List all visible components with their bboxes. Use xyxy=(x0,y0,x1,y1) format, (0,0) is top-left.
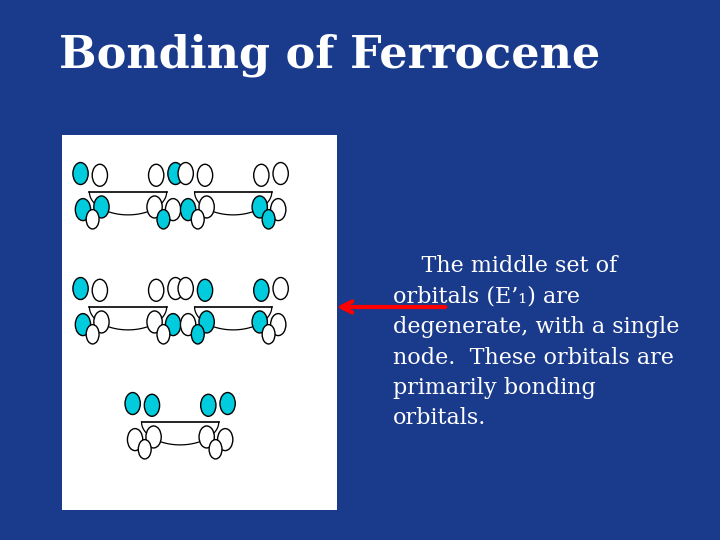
Ellipse shape xyxy=(253,279,269,301)
Ellipse shape xyxy=(199,426,215,448)
Ellipse shape xyxy=(157,325,170,344)
Ellipse shape xyxy=(94,311,109,333)
Ellipse shape xyxy=(252,196,267,218)
Ellipse shape xyxy=(178,163,194,185)
Ellipse shape xyxy=(147,311,162,333)
Ellipse shape xyxy=(92,164,107,186)
Ellipse shape xyxy=(262,210,275,229)
Ellipse shape xyxy=(178,278,194,300)
Ellipse shape xyxy=(201,394,216,416)
Ellipse shape xyxy=(192,325,204,344)
Ellipse shape xyxy=(166,314,181,335)
Ellipse shape xyxy=(271,314,286,335)
Ellipse shape xyxy=(252,311,267,333)
Ellipse shape xyxy=(146,426,161,448)
Ellipse shape xyxy=(271,199,286,221)
Ellipse shape xyxy=(148,164,164,186)
Ellipse shape xyxy=(92,279,107,301)
Ellipse shape xyxy=(181,199,196,221)
Ellipse shape xyxy=(253,164,269,186)
Ellipse shape xyxy=(144,394,160,416)
Ellipse shape xyxy=(86,210,99,229)
Text: The middle set of
orbitals (E’₁) are
degenerate, with a single
node.  These orbi: The middle set of orbitals (E’₁) are deg… xyxy=(393,255,680,429)
Ellipse shape xyxy=(197,164,212,186)
Ellipse shape xyxy=(181,314,196,335)
Ellipse shape xyxy=(86,325,99,344)
Ellipse shape xyxy=(138,440,151,459)
Ellipse shape xyxy=(209,440,222,459)
Ellipse shape xyxy=(73,278,88,300)
Ellipse shape xyxy=(94,196,109,218)
Ellipse shape xyxy=(197,279,212,301)
Ellipse shape xyxy=(192,210,204,229)
FancyBboxPatch shape xyxy=(62,135,336,510)
Ellipse shape xyxy=(166,199,181,221)
Ellipse shape xyxy=(127,429,143,450)
Ellipse shape xyxy=(73,163,88,185)
Ellipse shape xyxy=(157,210,170,229)
Ellipse shape xyxy=(148,279,164,301)
Ellipse shape xyxy=(217,429,233,450)
Ellipse shape xyxy=(199,196,215,218)
Ellipse shape xyxy=(168,278,183,300)
Ellipse shape xyxy=(76,314,91,335)
Ellipse shape xyxy=(125,393,140,415)
Ellipse shape xyxy=(199,311,215,333)
Ellipse shape xyxy=(273,278,288,300)
Ellipse shape xyxy=(220,393,235,415)
Ellipse shape xyxy=(273,163,288,185)
Ellipse shape xyxy=(76,199,91,221)
Ellipse shape xyxy=(262,325,275,344)
Text: Bonding of Ferrocene: Bonding of Ferrocene xyxy=(58,33,600,77)
Ellipse shape xyxy=(168,163,183,185)
Ellipse shape xyxy=(147,196,162,218)
